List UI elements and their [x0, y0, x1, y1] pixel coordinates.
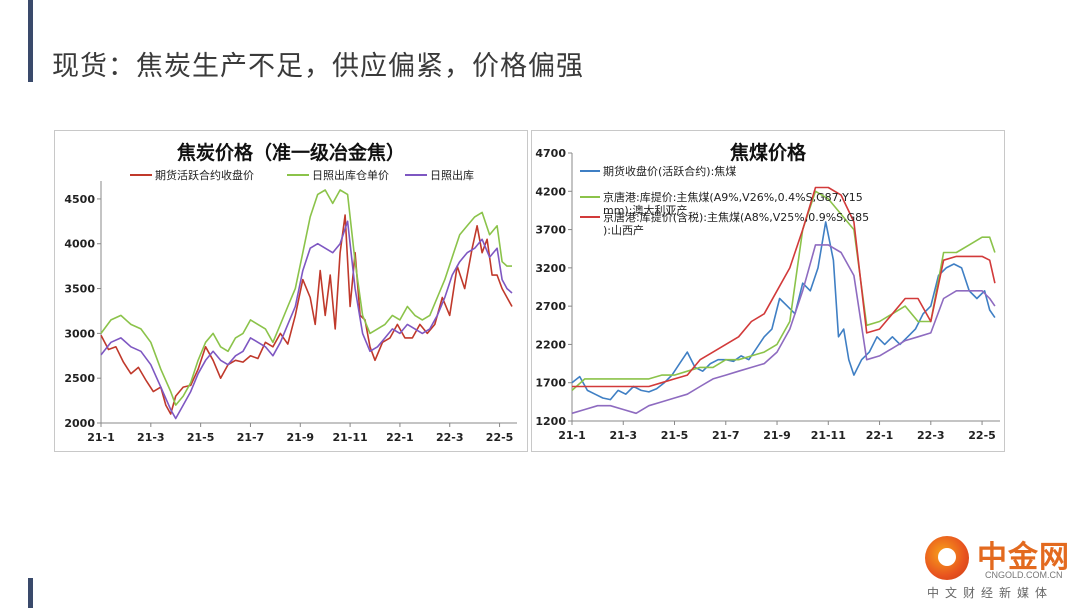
coal-y-tick-label: 3700: [535, 224, 566, 237]
coke-y-tick-label: 4500: [64, 193, 95, 206]
watermark-url: CNGOLD.COM.CN: [985, 570, 1063, 580]
coal-y-tick-label: 1200: [535, 415, 566, 428]
watermark-slogan: 中文财经新媒体: [927, 586, 1054, 600]
coal-legend-label-2: 京唐港:库提价(含税):主焦煤(A8%,V25%,0.9%S,G85):山西产: [603, 210, 869, 237]
coke-y-tick-label: 3000: [64, 327, 95, 340]
coke-x-tick-label: 21-1: [87, 431, 115, 444]
coke-x-tick-label: 21-9: [287, 431, 315, 444]
coke-price-chart-svg: 2000 2500 3000 3500 4000 4500 21-1 21-3 21-5 21-7…: [64, 141, 517, 444]
coal-y-tick-label: 4700: [535, 147, 566, 160]
coking-coal-price-chart: 1200 1700 2200 2700 3200 3700 4200 4700 21-1 21-3…: [531, 130, 1005, 452]
coal-x-tick-label: 21-3: [609, 429, 637, 442]
coke-legend-label-0: 期货活跃合约收盘价: [155, 168, 254, 182]
coal-x-tick-label: 21-7: [712, 429, 740, 442]
coke-series-line-2: [100, 220, 513, 420]
coke-price-chart: 2000 2500 3000 3500 4000 4500 21-1 21-3 21-5 21-7…: [54, 130, 528, 452]
coke-x-tick-label: 21-5: [187, 431, 215, 444]
coal-x-tick-label: 22-5: [968, 429, 996, 442]
coal-y-tick-label: 2700: [535, 300, 566, 313]
slide-accent-bar-bottom: [28, 578, 33, 608]
coke-chart-title: 焦炭价格（准一级冶金焦）: [176, 141, 405, 164]
coal-series-line-0: [571, 221, 996, 401]
coking-coal-price-chart-svg: 1200 1700 2200 2700 3200 3700 4200 4700 21-1 21-3…: [535, 141, 1000, 442]
coal-y-tick-label: 1700: [535, 377, 566, 390]
coke-x-tick-label: 22-1: [386, 431, 414, 444]
coke-legend-label-1: 日照出库仓单价: [312, 168, 389, 182]
coke-x-tick-label: 21-11: [333, 431, 368, 444]
coal-y-tick-label: 3200: [535, 262, 566, 275]
coal-x-tick-label: 22-1: [866, 429, 894, 442]
coke-legend-label-2: 日照出库: [430, 168, 474, 182]
watermark-logo-icon: [925, 536, 969, 580]
coal-x-tick-label: 22-3: [917, 429, 945, 442]
watermark: 中金网 CNGOLD.COM.CN 中文财经新媒体: [905, 528, 1075, 603]
coke-series-line-0: [100, 214, 513, 415]
coal-legend-label-0: 期货收盘价(活跃合约):焦煤: [603, 164, 736, 178]
coke-y-tick-label: 3500: [64, 283, 95, 296]
coal-x-tick-label: 21-1: [558, 429, 586, 442]
coke-series-line-1: [100, 189, 512, 406]
coke-x-tick-label: 22-5: [486, 431, 514, 444]
coal-chart-title: 焦煤价格: [729, 141, 807, 164]
coke-x-tick-label: 21-7: [237, 431, 265, 444]
slide-title: 现货：焦炭生产不足，供应偏紧，价格偏强: [52, 51, 584, 82]
coal-series-line-3: [571, 244, 996, 415]
coke-y-tick-label: 2500: [64, 372, 95, 385]
coal-series-line-2: [572, 186, 996, 388]
coke-y-tick-label: 4000: [64, 238, 95, 251]
coal-x-tick-label: 21-11: [811, 429, 846, 442]
coke-x-tick-label: 22-3: [436, 431, 464, 444]
coal-y-tick-label: 4200: [535, 185, 566, 198]
coal-x-tick-label: 21-5: [661, 429, 689, 442]
coke-x-tick-label: 21-3: [137, 431, 165, 444]
coal-legend-label-1: 京唐港:库提价:主焦煤(A9%,V26%,0.4%S,G87,Y15 mm):澳大…: [603, 190, 863, 217]
coke-y-tick-label: 2000: [64, 417, 95, 430]
slide-accent-bar-top: [28, 0, 33, 82]
watermark-name: 中金网: [977, 540, 1070, 575]
coal-y-tick-label: 2200: [535, 338, 566, 351]
coal-x-tick-label: 21-9: [763, 429, 791, 442]
